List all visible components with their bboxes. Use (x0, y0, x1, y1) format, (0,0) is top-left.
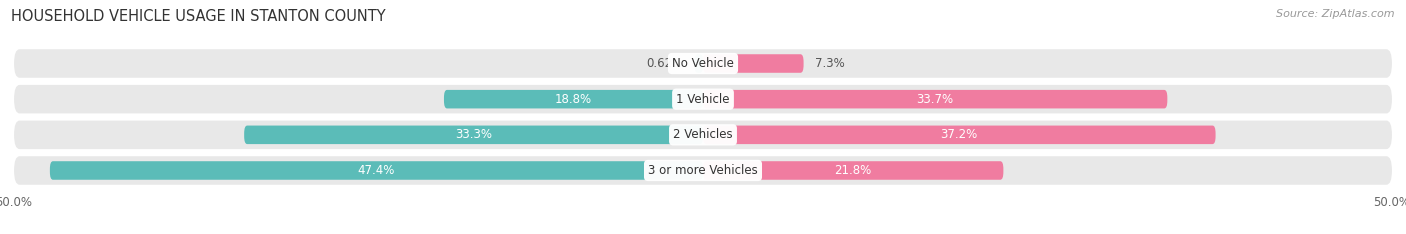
FancyBboxPatch shape (49, 161, 703, 180)
FancyBboxPatch shape (695, 54, 703, 73)
FancyBboxPatch shape (14, 85, 1392, 113)
Text: 33.3%: 33.3% (456, 128, 492, 141)
Text: 33.7%: 33.7% (917, 93, 953, 106)
Text: 47.4%: 47.4% (357, 164, 395, 177)
Text: 3 or more Vehicles: 3 or more Vehicles (648, 164, 758, 177)
Text: 37.2%: 37.2% (941, 128, 979, 141)
Text: 7.3%: 7.3% (814, 57, 845, 70)
FancyBboxPatch shape (703, 161, 1004, 180)
FancyBboxPatch shape (703, 54, 804, 73)
Text: 18.8%: 18.8% (555, 93, 592, 106)
FancyBboxPatch shape (703, 90, 1167, 108)
Text: No Vehicle: No Vehicle (672, 57, 734, 70)
Text: Source: ZipAtlas.com: Source: ZipAtlas.com (1277, 9, 1395, 19)
Text: 1 Vehicle: 1 Vehicle (676, 93, 730, 106)
Text: HOUSEHOLD VEHICLE USAGE IN STANTON COUNTY: HOUSEHOLD VEHICLE USAGE IN STANTON COUNT… (11, 9, 385, 24)
FancyBboxPatch shape (444, 90, 703, 108)
Text: 0.62%: 0.62% (647, 57, 683, 70)
FancyBboxPatch shape (245, 126, 703, 144)
FancyBboxPatch shape (14, 156, 1392, 185)
FancyBboxPatch shape (14, 121, 1392, 149)
Text: 21.8%: 21.8% (835, 164, 872, 177)
FancyBboxPatch shape (703, 126, 1216, 144)
FancyBboxPatch shape (14, 49, 1392, 78)
Text: 2 Vehicles: 2 Vehicles (673, 128, 733, 141)
